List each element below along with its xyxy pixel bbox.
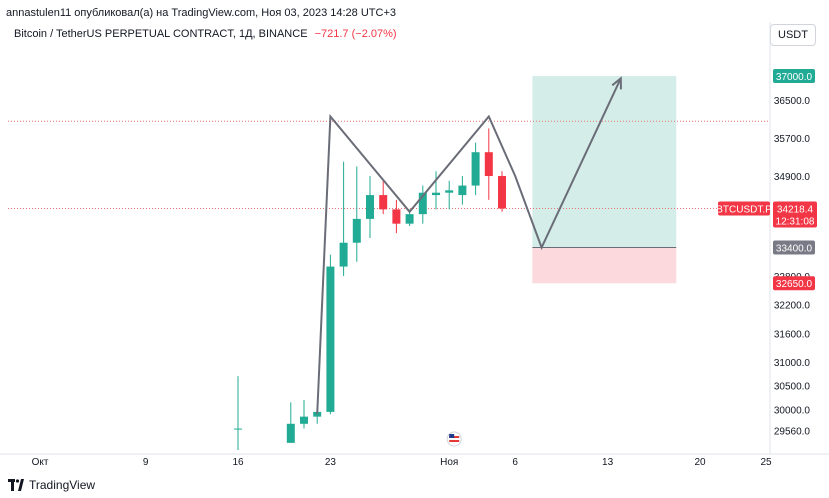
candle[interactable] (379, 180, 388, 215)
target-price-tag: 37000.0 (773, 68, 815, 83)
y-tick-label: 29560.0 (774, 426, 811, 437)
x-tick-label: 9 (143, 457, 149, 468)
candle-body (234, 428, 242, 430)
candle-body (458, 185, 467, 196)
y-tick-label: 30500.0 (774, 382, 811, 393)
y-tick-label: 36500.0 (774, 96, 811, 107)
candle[interactable] (432, 171, 440, 210)
current-price-tag: 34218.412:31:08 (773, 201, 817, 228)
candle[interactable] (326, 254, 335, 415)
current-price-value: 34218.4 (777, 205, 814, 216)
candle-body (392, 209, 401, 224)
y-tick-label: 32200.0 (774, 301, 811, 312)
candle[interactable] (366, 176, 374, 238)
candle[interactable] (498, 171, 506, 212)
candle-body (339, 242, 348, 267)
candle-body (352, 218, 361, 243)
y-tick-label: 30000.0 (774, 406, 811, 417)
footer-brand: TradingView (29, 478, 96, 492)
flag-canton (449, 434, 455, 438)
candle-body (418, 192, 427, 215)
candle[interactable] (300, 399, 308, 429)
us-flag-event-icon[interactable] (446, 431, 462, 447)
tradingview-footer: TradingView (8, 478, 95, 492)
candle[interactable] (471, 142, 480, 196)
tradingview-logo-icon (8, 479, 24, 491)
x-tick-label: 16 (232, 457, 244, 468)
stop-zone[interactable] (532, 247, 677, 284)
target-price-tag-text: 37000.0 (776, 72, 813, 83)
x-tick-label: 6 (512, 457, 518, 468)
target-price-tag-bg (773, 68, 815, 83)
entry-price-tag: 33400.0 (773, 240, 815, 255)
price-change: −721.7 (−2.07%) (314, 28, 397, 40)
candle[interactable] (484, 128, 493, 200)
candle-body (286, 423, 295, 443)
candle[interactable] (234, 376, 242, 450)
stop-price-tag-text: 32650.0 (776, 279, 813, 290)
x-tick-label: 25 (760, 457, 772, 468)
current-price-bg (773, 201, 817, 228)
stop-price-tag: 32650.0 (773, 276, 815, 291)
target-zone[interactable] (532, 75, 677, 248)
candle-body (498, 176, 506, 209)
symbol-tag: BTCUSDT.P (716, 201, 772, 216)
candle[interactable] (339, 161, 348, 277)
candle-body (432, 192, 440, 196)
x-tick-label: 13 (602, 457, 614, 468)
entry-price-tag-text: 33400.0 (776, 244, 813, 255)
x-tick-label: 20 (694, 457, 706, 468)
candle[interactable] (286, 402, 295, 443)
symbol-tag-bg (718, 201, 770, 216)
arrow-head-icon (611, 76, 622, 90)
candle[interactable] (418, 185, 427, 224)
candle-body (366, 195, 374, 219)
candle-body (445, 190, 454, 193)
y-tick-label: 31000.0 (774, 358, 811, 369)
candle-body (300, 416, 308, 424)
symbol-info: Bitcoin / TetherUS PERPETUAL CONTRACT, 1… (14, 28, 308, 40)
y-tick-label: 31600.0 (774, 329, 811, 340)
candle-body (326, 266, 335, 412)
candle[interactable] (392, 199, 401, 234)
candle-countdown: 12:31:08 (776, 217, 815, 228)
candle-body (379, 195, 388, 210)
candle-body (471, 152, 480, 186)
symbol-legend: Bitcoin / TetherUS PERPETUAL CONTRACT, 1… (14, 28, 397, 40)
publisher-line: annastulen11 опубликовал(а) на TradingVi… (6, 7, 396, 19)
candle-body (405, 214, 414, 224)
entry-price-tag-bg (773, 240, 815, 255)
symbol-tag-text: BTCUSDT.P (716, 205, 772, 216)
candle[interactable] (458, 176, 467, 205)
candle[interactable] (445, 180, 454, 210)
flag-stripe (449, 440, 460, 442)
y-tick-label: 35700.0 (774, 134, 811, 145)
y-tick-label: 34900.0 (774, 172, 811, 183)
pattern-path[interactable] (316, 77, 622, 415)
x-tick-label: Окт (32, 457, 49, 468)
stop-price-tag-bg (773, 276, 815, 291)
x-tick-label: 23 (325, 457, 337, 468)
x-tick-label: Ноя (440, 457, 458, 468)
candle[interactable] (352, 166, 361, 262)
candle-body (484, 152, 493, 177)
currency-button[interactable]: USDT (770, 24, 816, 46)
